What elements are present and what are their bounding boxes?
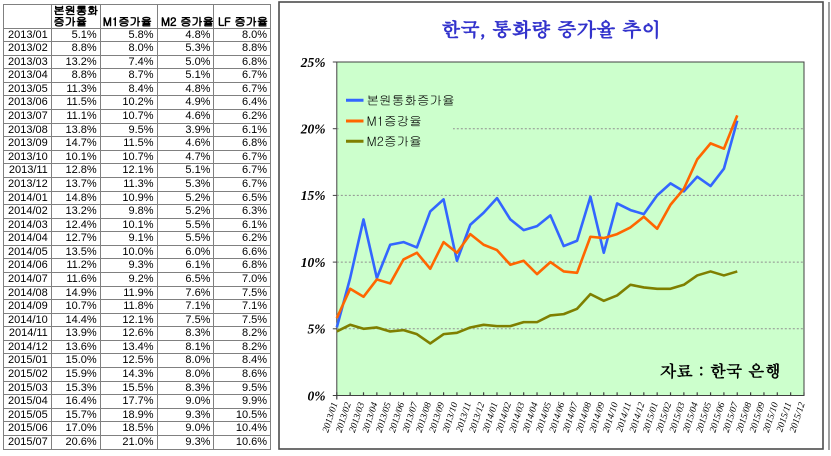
svg-text:5%: 5%: [308, 322, 326, 337]
svg-text:10%: 10%: [301, 255, 326, 270]
svg-text:0%: 0%: [308, 388, 326, 403]
svg-text:20%: 20%: [300, 122, 326, 137]
svg-text:25%: 25%: [300, 55, 326, 70]
svg-text:15%: 15%: [301, 188, 326, 203]
